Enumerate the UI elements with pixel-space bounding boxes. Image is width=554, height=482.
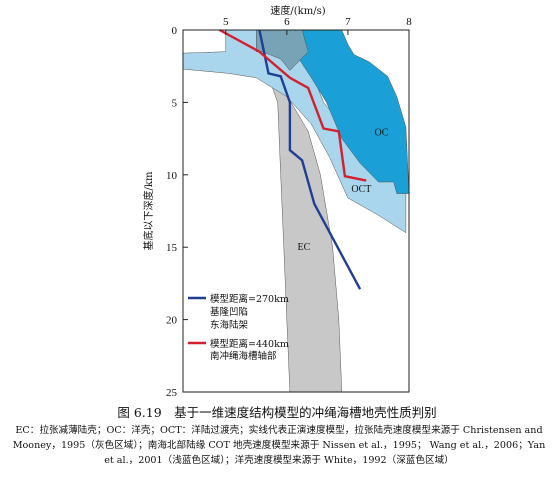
plot-area: 5 6 7 8 0 5 10 15 20 25 EC OCT OC [166, 16, 412, 399]
x-tick-label: 8 [406, 16, 412, 28]
region-oc [256, 29, 410, 194]
legend-sublabel-440km-1: 南冲绳海槽轴部 [210, 350, 277, 362]
y-tick-label: 0 [172, 25, 178, 37]
axis-ticks: 5 6 7 8 0 5 10 15 20 25 [166, 16, 412, 399]
figure-footnote: EC：拉张减薄陆壳；OC：洋壳；OCT：洋陆过渡壳；实线代表正演速度模型，拉张陆… [12, 425, 546, 466]
region-label-oct: OCT [351, 184, 371, 195]
figure-caption: 图 6.19 基于一维速度结构模型的冲绳海槽地壳性质判别 [117, 405, 437, 420]
x-tick-label: 6 [284, 16, 290, 28]
legend-label-440km: 模型距离=440km [210, 338, 289, 350]
region-oct [182, 29, 407, 234]
x-tick-label: 5 [223, 16, 229, 28]
regions [182, 29, 410, 393]
y-tick-label: 5 [172, 97, 178, 109]
y-tick-label: 15 [166, 242, 178, 254]
y-tick-label: 20 [166, 315, 178, 327]
legend-sublabel-270km-2: 东海陆架 [210, 319, 249, 331]
series-lines [219, 28, 367, 290]
region-labels: EC OCT OC [298, 128, 389, 253]
y-tick-label: 10 [166, 170, 178, 182]
x-axis-title: 速度/(km/s) [270, 4, 325, 17]
velocity-depth-chart: 5 6 7 8 0 5 10 15 20 25 EC OCT OC 速度/(km/s) 基底以下深度/… [142, 4, 412, 399]
region-label-oc: OC [375, 128, 389, 139]
y-axis-title: 基底以下深度/km [142, 171, 155, 250]
legend: 模型距离=270km 基隆凹陷 东海陆架 模型距离=440km 南冲绳海槽轴部 [188, 293, 289, 362]
region-label-ec: EC [298, 242, 311, 253]
series-line-0 [258, 29, 362, 290]
series-line-1 [219, 28, 367, 182]
x-tick-label: 7 [345, 16, 351, 28]
plot-frame [182, 29, 410, 393]
y-tick-label: 25 [166, 387, 178, 399]
legend-sublabel-270km-1: 基隆凹陷 [210, 306, 248, 318]
legend-label-270km: 模型距离=270km [210, 293, 289, 305]
